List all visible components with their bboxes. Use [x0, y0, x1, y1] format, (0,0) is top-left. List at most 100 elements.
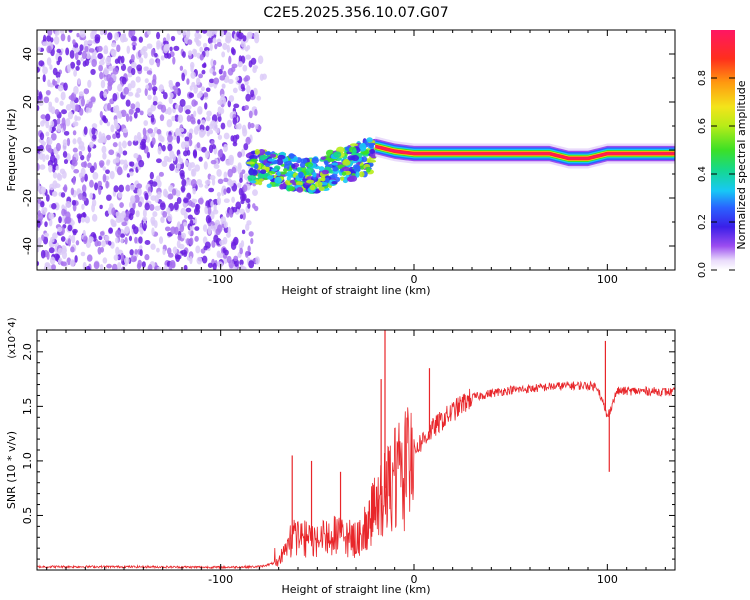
noise-point [148, 58, 155, 66]
noise-point [174, 226, 179, 236]
transition-point [248, 168, 255, 176]
noise-point [186, 149, 191, 156]
x-tick-label: 0 [411, 573, 418, 586]
noise-point [74, 115, 78, 122]
noise-point [138, 236, 143, 244]
noise-point [242, 184, 248, 192]
noise-point [179, 127, 185, 133]
noise-point [56, 76, 61, 84]
y-tick-label: 40 [21, 47, 34, 61]
transition-point [318, 166, 325, 172]
noise-point [194, 235, 199, 242]
noise-point [203, 92, 209, 98]
noise-point [72, 176, 76, 185]
noise-point [107, 83, 113, 92]
noise-point [120, 253, 125, 262]
noise-point [62, 139, 68, 146]
noise-point [156, 191, 162, 199]
noise-point [235, 134, 240, 140]
noise-point [232, 87, 238, 94]
noise-point [50, 133, 57, 141]
noise-point [91, 58, 97, 68]
noise-point [226, 212, 230, 218]
noise-point [54, 30, 60, 36]
noise-point [137, 201, 143, 208]
noise-point [77, 214, 82, 224]
noise-point [124, 236, 128, 245]
noise-point [154, 52, 158, 58]
transition-point [309, 184, 316, 191]
transition-point [314, 181, 323, 188]
transition-point [288, 153, 295, 159]
noise-point [115, 132, 121, 139]
noise-point [248, 231, 254, 237]
noise-point [44, 232, 50, 238]
noise-point [158, 84, 165, 93]
noise-point [57, 56, 62, 63]
noise-point [87, 39, 93, 45]
y-tick-label: -40 [21, 237, 34, 255]
noise-point [91, 213, 98, 222]
noise-point [241, 169, 246, 175]
noise-point [139, 110, 144, 116]
transition-point [341, 166, 350, 171]
noise-point [203, 161, 208, 170]
noise-point [150, 195, 157, 201]
colorbar-tick-label: 0.6 [697, 118, 708, 134]
noise-point [233, 255, 239, 262]
noise-point [214, 43, 218, 50]
noise-point [42, 74, 46, 83]
noise-point [115, 229, 121, 238]
noise-point [91, 203, 96, 213]
noise-point [228, 154, 234, 163]
noise-point [252, 65, 259, 70]
noise-point [97, 180, 103, 188]
noise-point [161, 144, 166, 152]
noise-point [181, 178, 187, 187]
noise-point [144, 240, 151, 245]
noise-point [223, 171, 228, 180]
noise-point [42, 66, 48, 75]
noise-point [187, 178, 192, 186]
noise-point [72, 130, 77, 136]
noise-point [169, 163, 175, 171]
noise-point [204, 150, 209, 159]
noise-point [178, 243, 185, 250]
noise-point [175, 81, 181, 87]
noise-point [217, 261, 224, 268]
colorbar-tick-label: 0.0 [697, 262, 708, 278]
noise-point [127, 140, 132, 147]
noise-point [130, 54, 135, 62]
noise-point [243, 77, 249, 82]
noise-point [99, 30, 104, 36]
noise-point [88, 236, 94, 243]
transition-point [259, 154, 268, 161]
noise-point [54, 97, 59, 103]
noise-point [71, 199, 77, 206]
noise-point [136, 131, 142, 140]
noise-point [188, 132, 193, 140]
noise-point [223, 226, 229, 234]
transition-point [332, 166, 339, 172]
transition-point [286, 184, 291, 189]
noise-point [210, 200, 214, 208]
noise-point [176, 135, 181, 144]
noise-point [209, 67, 214, 74]
noise-point [80, 251, 86, 257]
noise-point [82, 236, 88, 245]
noise-point [128, 30, 133, 39]
noise-point [152, 101, 158, 106]
noise-point [181, 232, 187, 239]
noise-point [103, 91, 108, 98]
noise-point [149, 171, 154, 180]
noise-point [62, 170, 67, 179]
transition-point [352, 149, 357, 154]
noise-point [259, 73, 264, 81]
noise-point [223, 70, 227, 78]
noise-point [134, 236, 138, 244]
noise-point [102, 152, 107, 160]
transition-point [270, 153, 277, 158]
transition-point [324, 160, 329, 166]
colorbar-tick-label: 0.8 [697, 70, 708, 86]
noise-point [111, 207, 116, 216]
